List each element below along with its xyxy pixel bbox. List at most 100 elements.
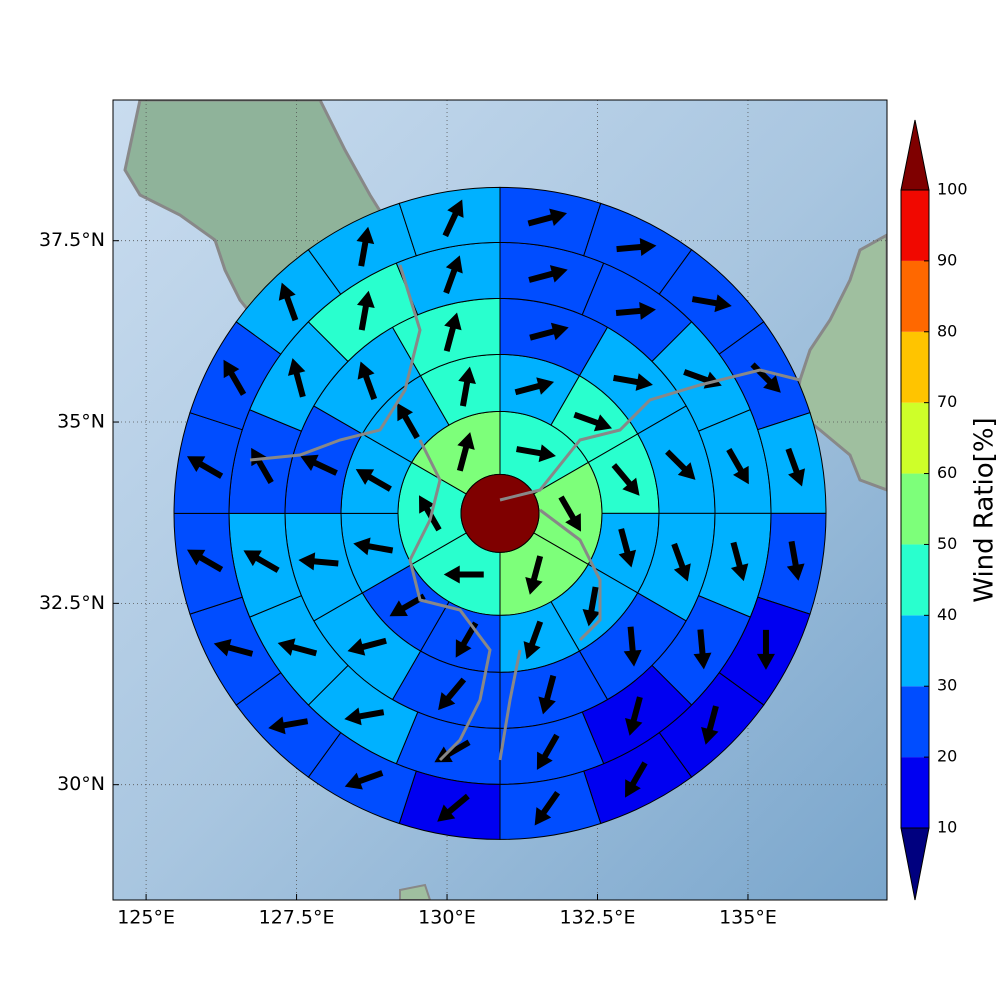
- colorbar-label: Wind Ratio[%]: [970, 417, 1000, 602]
- colorbar-segment: [901, 615, 929, 687]
- wind-arrow: [344, 707, 385, 726]
- wind-arrow: [356, 226, 375, 267]
- wind-arrow: [671, 542, 691, 582]
- wind-arrow: [615, 301, 656, 320]
- wind-arrow: [213, 638, 254, 657]
- colorbar-tick-label: 90: [937, 250, 957, 269]
- wind-arrow: [525, 555, 544, 595]
- wind-arrow: [558, 495, 581, 532]
- colorbar-tick-label: 20: [937, 747, 957, 766]
- colorbar-tick-label: 70: [937, 392, 957, 411]
- wind-arrow: [538, 674, 557, 715]
- wind-arrow: [442, 199, 464, 238]
- x-tick-label: 135°E: [719, 907, 777, 929]
- wind-arrow: [623, 626, 642, 667]
- wind-arrow: [344, 770, 384, 790]
- wind-arrow: [300, 454, 338, 476]
- wind-arrow: [730, 541, 749, 582]
- wind-arrow: [353, 537, 394, 556]
- colorbar-segment: [901, 544, 929, 616]
- coastline: [249, 264, 801, 762]
- wind-arrow: [516, 444, 556, 463]
- arrows: [186, 199, 805, 826]
- colorbar-tick-label: 100: [937, 180, 968, 199]
- colorbar-tick-label: 40: [937, 605, 957, 624]
- wind-arrow: [389, 593, 426, 617]
- wind-arrow: [693, 629, 712, 670]
- colorbar-extend-high: [900, 119, 930, 191]
- wind-arrow: [251, 447, 274, 484]
- colorbar-segment: [901, 402, 929, 474]
- colorbar-segment: [901, 757, 929, 828]
- colorbar-segment: [901, 331, 929, 403]
- colorbar-tick-label: 80: [937, 321, 957, 340]
- wind-arrow: [785, 447, 805, 487]
- wind-arrow: [298, 552, 339, 571]
- wind-arrow: [355, 469, 392, 492]
- center-disk: [460, 473, 540, 553]
- sectors: [173, 186, 827, 840]
- wind-arrow: [786, 540, 805, 581]
- x-tick-label: 127.5°E: [259, 907, 335, 929]
- wind-arrow: [582, 586, 601, 627]
- x-tick-label: 132.5°E: [560, 907, 636, 929]
- wind-arrow: [357, 361, 378, 401]
- wind-arrow: [616, 238, 657, 256]
- wind-arrow: [683, 369, 722, 389]
- wind-arrow: [186, 456, 224, 479]
- wind-arrow: [443, 255, 463, 294]
- wind-arrow: [455, 621, 479, 658]
- colorbar-tick-label: 50: [937, 534, 957, 553]
- coast-lines: [249, 264, 801, 762]
- wind-arrow: [443, 312, 462, 352]
- wind-arrow: [726, 448, 749, 485]
- wind-arrow: [357, 290, 375, 331]
- colorbar-tick-label: 10: [937, 818, 957, 837]
- wind-arrow: [514, 377, 555, 396]
- wind-arrow: [701, 705, 719, 745]
- wind-arrow: [278, 282, 299, 322]
- wind-arrow: [665, 449, 696, 480]
- y-tick-label: 32.5°N: [39, 592, 105, 614]
- wind-arrow: [611, 463, 640, 496]
- colorbar-segment: [901, 260, 929, 332]
- wind-arrow: [756, 629, 775, 670]
- wind-arrow: [268, 716, 309, 735]
- wind-arrow: [691, 294, 732, 313]
- wind-arrow: [458, 366, 476, 407]
- colorbar-frame: [900, 189, 930, 829]
- y-tick-label: 37.5°N: [39, 229, 105, 251]
- wind-arrow: [625, 761, 648, 798]
- colorbar: 10 20 30 40 50 60 70 80 90 100: [900, 119, 968, 901]
- axes-frame: [112, 99, 888, 901]
- wind-arrow: [186, 549, 224, 573]
- y-tick-label: 35°N: [57, 411, 105, 433]
- wind-arrow: [618, 528, 637, 568]
- wind-arrow: [243, 550, 280, 573]
- wind-arrow: [277, 638, 318, 657]
- colorbar-segment: [901, 190, 929, 261]
- wind-arrow: [527, 208, 567, 227]
- wind-arrow: [456, 432, 475, 472]
- wind-arrow: [347, 637, 387, 656]
- wind-arrow: [612, 373, 653, 391]
- wind-arrow: [536, 733, 560, 770]
- wind-arrow: [534, 790, 561, 826]
- wind-arrow: [397, 402, 420, 440]
- wind-arrow: [437, 793, 470, 822]
- x-tick-label: 130°E: [418, 907, 476, 929]
- wind-arrow: [223, 359, 247, 396]
- colorbar-tick-label: 30: [937, 676, 957, 695]
- x-tick-label: 125°E: [117, 907, 175, 929]
- colorbar-extend-low: [900, 827, 930, 901]
- colorbar-segment: [901, 686, 929, 758]
- wind-arrow: [523, 620, 544, 660]
- wind-arrow: [287, 358, 306, 398]
- wind-arrow: [438, 677, 467, 711]
- land-island: [399, 883, 432, 900]
- wind-arrow: [528, 265, 568, 283]
- wind-arrow: [573, 411, 613, 432]
- y-tick-label: 30°N: [57, 773, 105, 795]
- wind-arrow: [625, 696, 643, 736]
